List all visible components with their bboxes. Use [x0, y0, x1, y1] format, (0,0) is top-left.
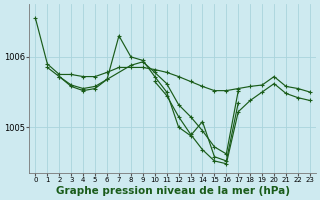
- X-axis label: Graphe pression niveau de la mer (hPa): Graphe pression niveau de la mer (hPa): [56, 186, 290, 196]
